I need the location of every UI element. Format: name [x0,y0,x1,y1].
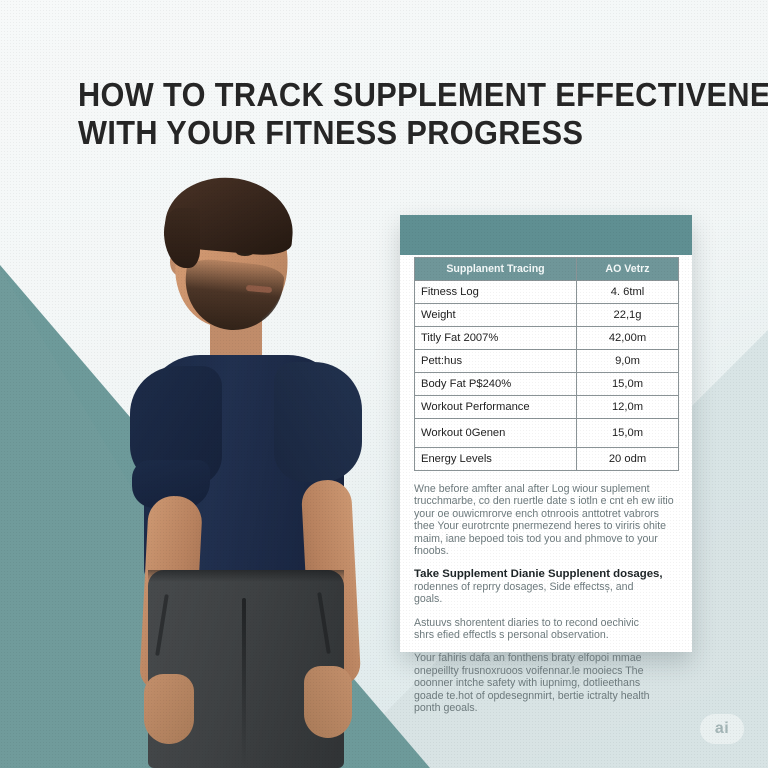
table-cell-value: 12,0m [576,395,679,419]
paragraph-line: ponth geoals. [414,702,478,715]
model-hand-right [304,666,352,738]
paragraph-line: your oe ouwicmrorve ench otnroois anttot… [414,507,659,520]
body-paragraph: Wne before amfter anal after Log wiour s… [414,483,682,557]
table-header-row: Supplanent Tracing AO Vetrz [414,257,679,281]
table-cell-value: 15,0m [576,372,679,396]
table-header-label: Supplanent Tracing [414,257,577,281]
model-shoulder-right [274,362,362,482]
ai-watermark-badge: ai [700,714,744,744]
body-paragraph: Your fahiris dafa an fonthens braty elfo… [414,652,682,714]
table-row: Pett:hus 9,0m [414,349,679,373]
paragraph-line: Astuuvs shorentent diaries to to recond … [414,616,639,629]
paragraph-line: Your fahiris dafa an fonthens braty elfo… [414,652,642,665]
table-cell-value: 15,0m [576,418,679,448]
paragraph-line: maim, iane bepoed tois tod you and phmov… [414,532,658,545]
body-paragraph: Astuuvs shorentent diaries to to recond … [414,617,682,642]
table-cell-value: 22,1g [576,303,679,327]
card-paragraphs: Wne before amfter anal after Log wiour s… [414,483,682,715]
body-paragraph: Take Supplement Dianie Supplenent dosage… [414,568,682,605]
table-row: Weight 22,1g [414,303,679,327]
paragraph-line: Wne before amfter anal after Log wiour s… [414,483,650,495]
table-cell-label: Workout Performance [414,395,577,419]
model-pants-crease [242,598,246,768]
table-cell-label: Fitness Log [414,280,577,304]
paragraph-line: onepeillty frusnoxruoos voifennar.le moo… [414,664,644,677]
table-cell-label: Pett:hus [414,349,577,373]
table-row: Workout Performance 12,0m [414,395,679,419]
supplement-tracking-table: Supplanent Tracing AO Vetrz Fitness Log 4… [414,257,679,471]
table-row: Titly Fat 2007% 42,00m [414,326,679,350]
paragraph-line: thee Your eurotrcnte pnermezend heres to… [414,520,667,533]
paragraph-line: goade te.hot of opdesegnmirt, bertie ict… [414,689,650,702]
table-cell-label: Workout 0Genen [414,418,577,448]
title-line-2: WITH YOUR FITNESS PROGRESS [78,114,584,151]
paragraph-line: trucchmarbe, co den ruertle date s iotln… [414,495,674,508]
card-accent-band [400,215,692,255]
table-cell-label: Energy Levels [414,447,577,471]
paragraph-line: rodennes of reprry dosages, Side effects… [414,580,634,593]
title-line-1: HOW TO TRACK SUPPLEMENT EFFECTIVENESS [78,76,768,113]
paragraph-line: shrs efied effectls s personal observati… [414,629,609,642]
info-card: Supplanent Tracing AO Vetrz Fitness Log 4… [400,215,692,714]
paragraph-line: goals. [414,593,443,606]
paragraph-line: ooonner intche safety with iupnimg, dotl… [414,677,641,690]
table-row: Body Fat P$240% 15,0m [414,372,679,396]
model-hair-side [164,208,200,268]
table-row: Energy Levels 20 odm [414,447,679,471]
model-waistband [148,570,344,582]
page-title: HOW TO TRACK SUPPLEMENT EFFECTIVENESS WI… [78,76,768,152]
paragraph-line: fnoobs. [414,545,449,558]
paragraph-heading: Take Supplement Dianie Supplenent dosage… [414,568,663,581]
table-cell-value: 42,00m [576,326,679,350]
table-cell-value: 20 odm [576,447,679,471]
model-beard [180,257,286,335]
table-cell-label: Body Fat P$240% [414,372,577,396]
table-header-value: AO Vetrz [576,257,679,281]
table-row: Workout 0Genen 15,0m [414,418,679,448]
table-cell-value: 4. 6tml [576,280,679,304]
table-row: Fitness Log 4. 6tml [414,280,679,304]
model-hand-left [144,674,194,744]
fitness-model-photo [60,170,390,768]
table-cell-label: Titly Fat 2007% [414,326,577,350]
table-cell-label: Weight [414,303,577,327]
table-cell-value: 9,0m [576,349,679,373]
